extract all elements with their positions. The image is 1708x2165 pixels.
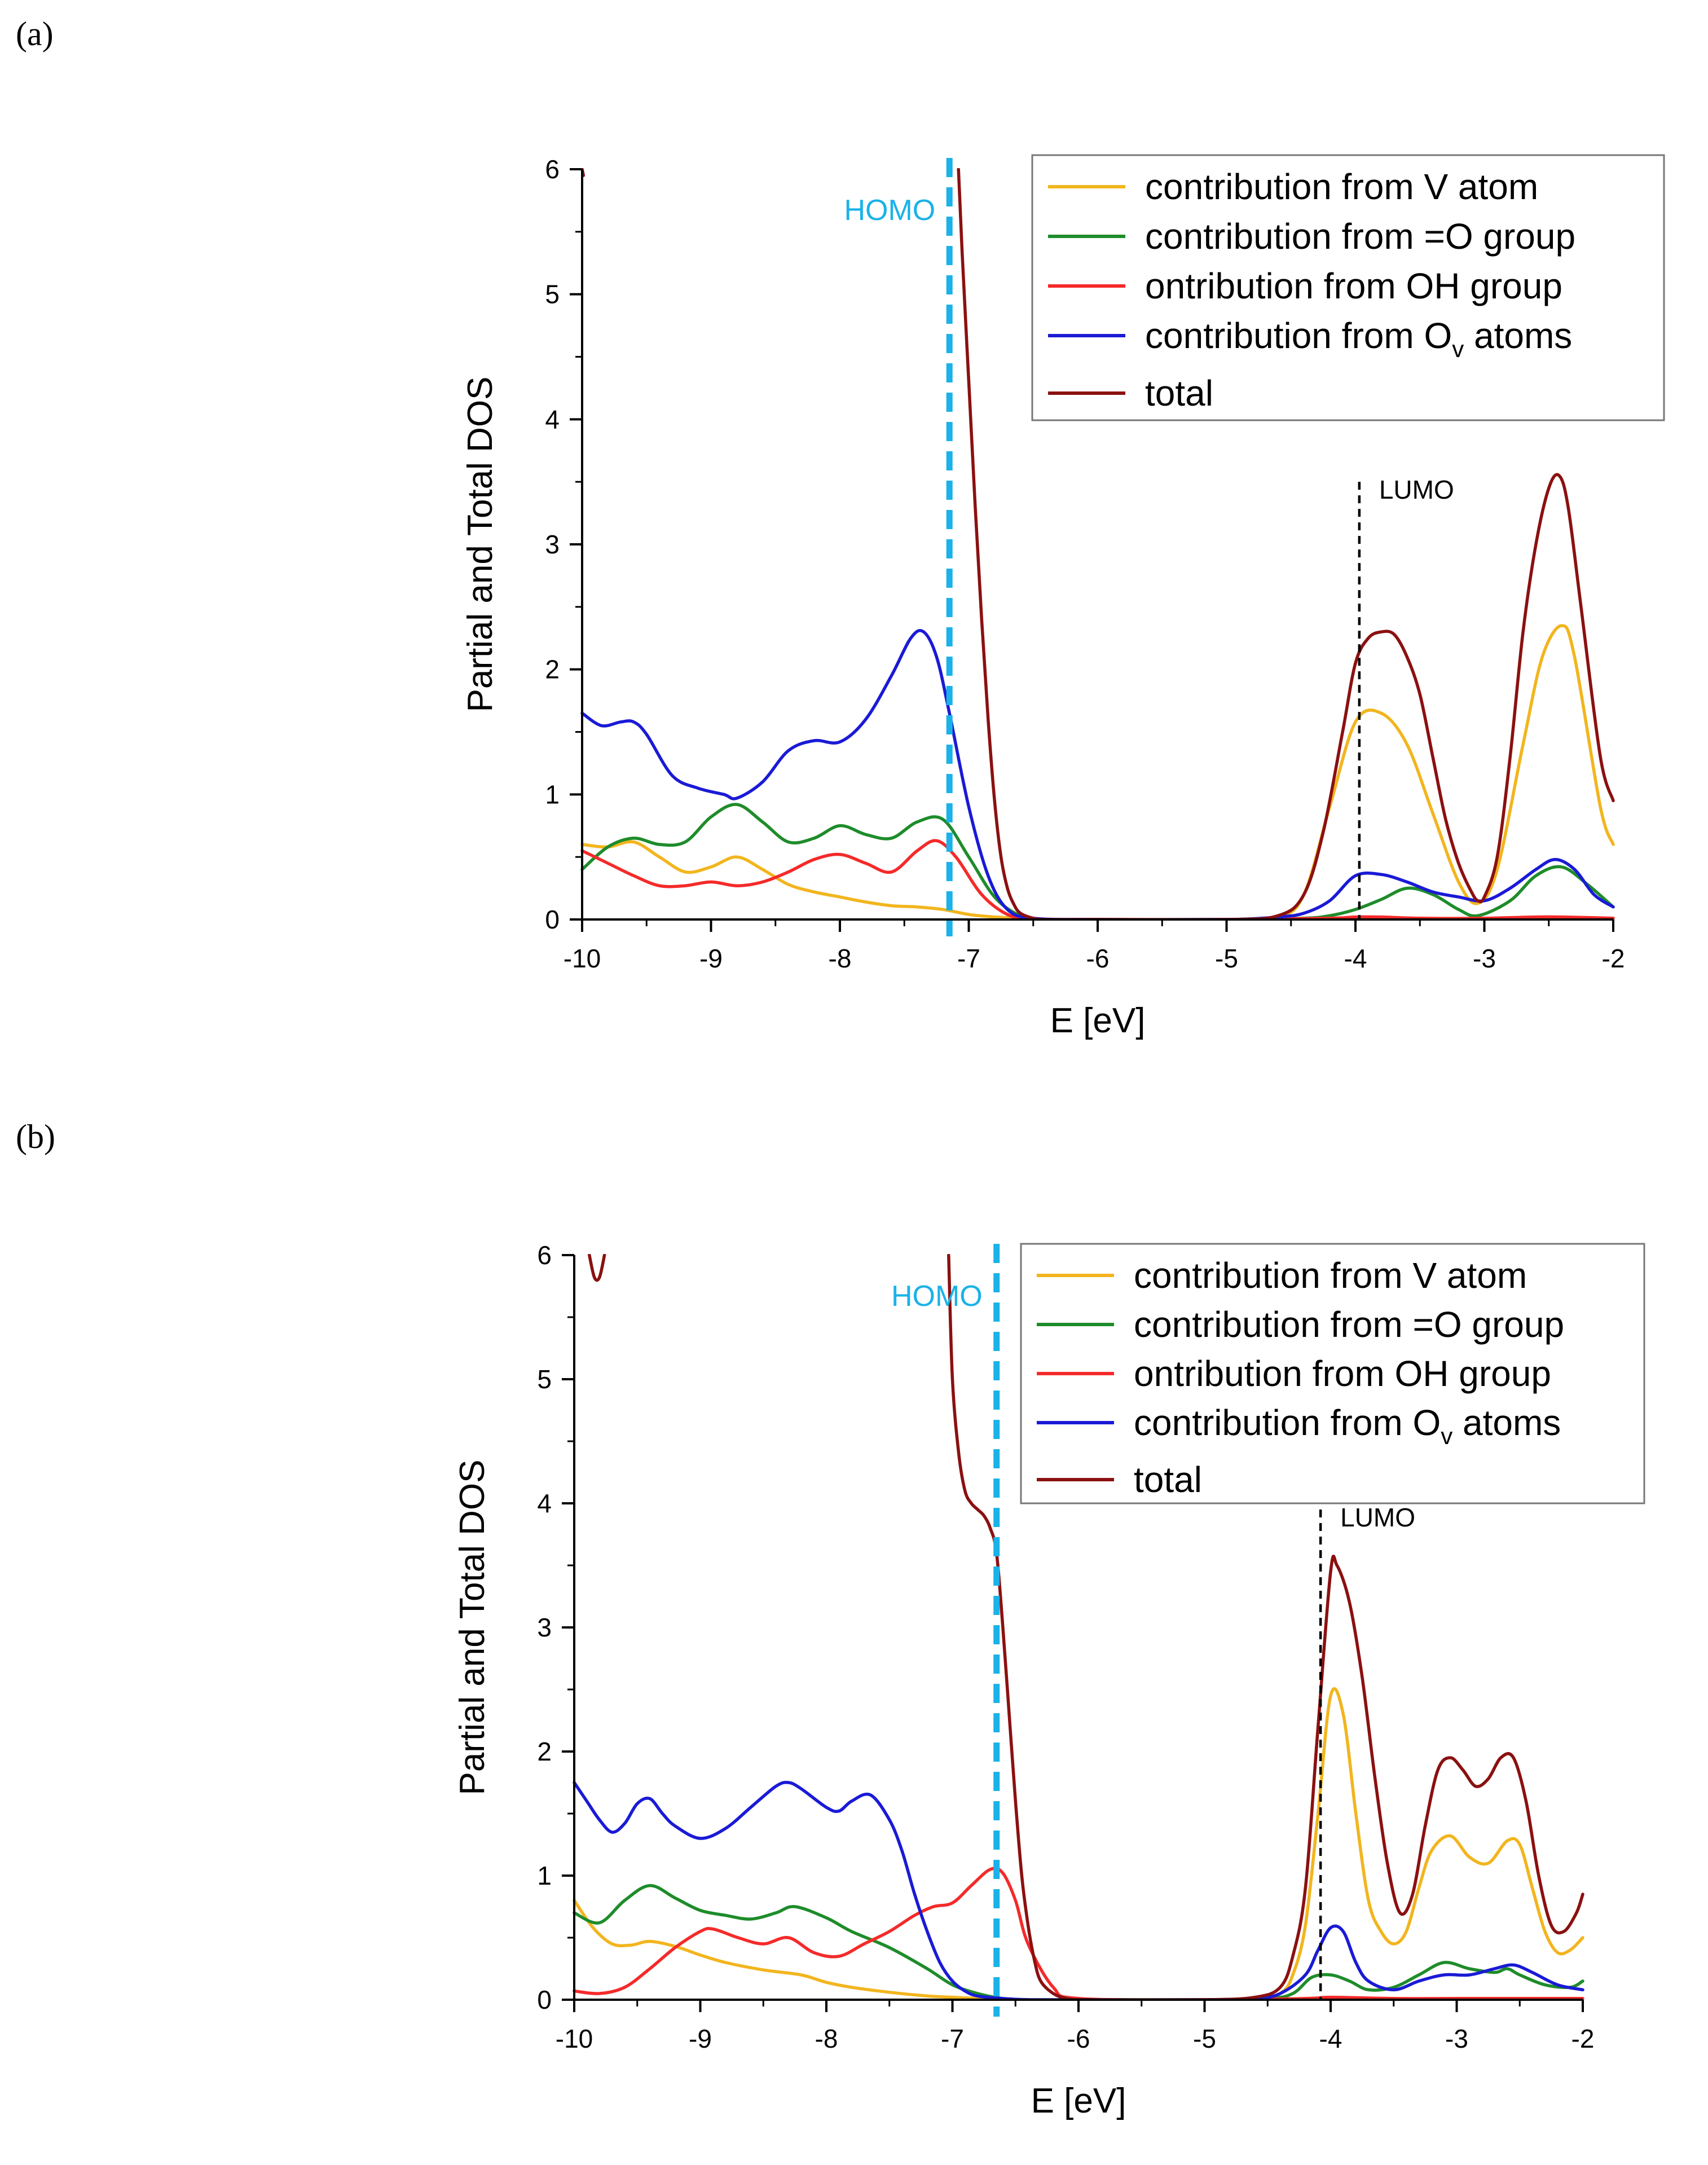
lumo-label: LUMO xyxy=(1379,475,1454,504)
chart-panel-b: (b) HOMO LUMO -10 -9 -8 -7 -6 -5 -4 -3 -2 0 1 2 3 4 5 6 E [… xyxy=(16,1118,1645,2120)
x-tick-label: -4 xyxy=(1319,2024,1342,2053)
y-tick-label: 2 xyxy=(545,655,560,684)
y-tick-label: 5 xyxy=(545,280,560,309)
x-tick-label: -9 xyxy=(689,2024,712,2053)
y-axis-title: Partial and Total DOS xyxy=(453,1459,492,1795)
series-line-total-edge xyxy=(588,1254,606,1282)
x-tick-label: -7 xyxy=(941,2024,964,2053)
x-tick-label: -5 xyxy=(1215,944,1238,973)
homo-label: HOMO xyxy=(844,194,935,227)
y-tick-label: 3 xyxy=(537,1613,552,1642)
legend-entry-label: contribution from V atom xyxy=(1145,166,1538,207)
y-tick-label: 4 xyxy=(537,1489,552,1518)
x-tick-label: -8 xyxy=(815,2024,838,2053)
x-tick-label: -10 xyxy=(564,944,601,973)
y-tick-label: 5 xyxy=(537,1365,552,1394)
homo-label: HOMO xyxy=(891,1280,983,1313)
legend-entry-label: contribution from V atom xyxy=(1134,1255,1527,1296)
x-tick-label: -8 xyxy=(829,944,852,973)
legend-entry-label: total xyxy=(1145,373,1213,413)
x-axis-title: E [eV] xyxy=(1050,1001,1146,1040)
y-tick-label: 2 xyxy=(537,1737,552,1766)
series-line-total xyxy=(957,168,1615,921)
x-tick-label: -3 xyxy=(1473,944,1496,973)
lumo-label: LUMO xyxy=(1340,1503,1415,1532)
x-tick-label: -9 xyxy=(699,944,723,973)
legend-entry-label: contribution from Ov atoms xyxy=(1145,315,1572,362)
legend-entry-label: total xyxy=(1134,1459,1202,1500)
y-tick-label: 0 xyxy=(537,1985,552,2014)
legend-box xyxy=(1020,1243,1645,1504)
y-tick-label: 3 xyxy=(545,530,560,559)
y-axis-title: Partial and Total DOS xyxy=(461,376,500,712)
series-line-contribution-from-v-atom xyxy=(580,624,1615,921)
legend-entry-label: ontribution from OH group xyxy=(1145,266,1562,306)
x-tick-label: -6 xyxy=(1067,2024,1090,2053)
x-tick-label: -5 xyxy=(1193,2024,1216,2053)
legend-entry-label: contribution from =O group xyxy=(1145,216,1575,257)
series-line-ontribution-from-oh-group xyxy=(573,1867,1584,2001)
y-tick-label: 6 xyxy=(537,1240,552,1270)
x-tick-label: -3 xyxy=(1445,2024,1468,2053)
series-line-contribution-from-v-atom xyxy=(573,1687,1584,2001)
y-tick-label: 6 xyxy=(545,155,560,184)
legend-entry-label: contribution from =O group xyxy=(1134,1304,1564,1345)
series-line-contribution-from-o-v-atoms xyxy=(573,1780,1584,2001)
y-tick-label: 1 xyxy=(537,1861,552,1890)
series-line-ontribution-from-oh-group xyxy=(580,839,1615,921)
series-line-total xyxy=(947,1254,1584,2001)
legend-box xyxy=(1031,154,1665,421)
y-tick-label: 0 xyxy=(545,905,560,934)
legend-entry-label: ontribution from OH group xyxy=(1134,1353,1551,1394)
legend: contribution from V atom contribution fro… xyxy=(1020,1243,1645,1504)
x-axis-title: E [eV] xyxy=(1031,2082,1126,2120)
legend: contribution from V atom contribution fro… xyxy=(1031,154,1665,421)
series-line-contribution-from-o-group xyxy=(573,1884,1584,2001)
y-tick-label: 1 xyxy=(545,780,560,809)
panel-label: (a) xyxy=(16,15,54,52)
x-tick-label: -2 xyxy=(1571,2024,1595,2053)
panel-label: (b) xyxy=(16,1118,55,1155)
legend-entry-label: contribution from Ov atoms xyxy=(1134,1402,1561,1449)
x-tick-label: -6 xyxy=(1086,944,1110,973)
x-tick-label: -10 xyxy=(556,2024,593,2053)
x-tick-label: -2 xyxy=(1602,944,1625,973)
y-tick-label: 4 xyxy=(545,404,560,434)
series-line-contribution-from-o-v-atoms xyxy=(580,628,1615,921)
chart-panel-a: (a) HOMO LUMO -10 -9 -8 -7 -6 -5 -4 -3 -2 0 1 2 3 4 5 6 E [… xyxy=(16,15,1665,1040)
x-tick-label: -4 xyxy=(1344,944,1367,973)
x-tick-label: -7 xyxy=(957,944,980,973)
